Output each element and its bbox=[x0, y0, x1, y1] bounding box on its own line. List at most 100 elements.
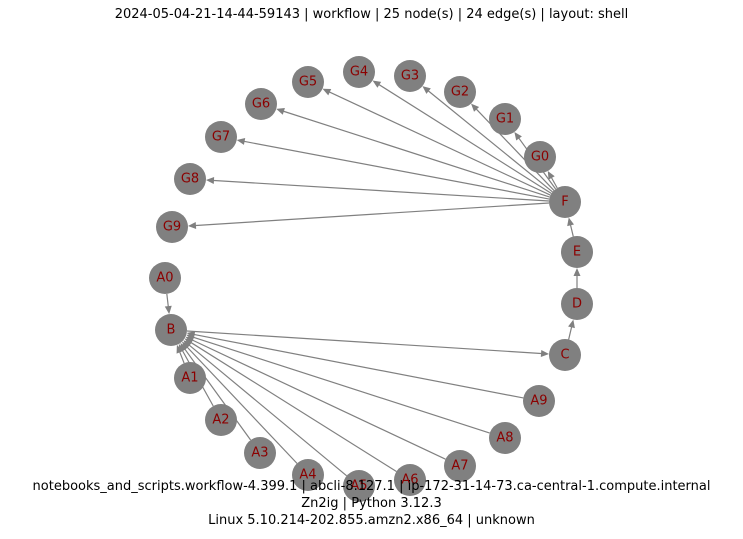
node-label-G3: G3 bbox=[401, 69, 419, 84]
node-circle-A2 bbox=[205, 404, 237, 436]
node-label-G8: G8 bbox=[181, 172, 199, 187]
node-A4: A4 bbox=[292, 459, 324, 491]
node-label-A3: A3 bbox=[251, 446, 268, 461]
node-G3: G3 bbox=[394, 60, 426, 92]
node-G8: G8 bbox=[174, 163, 206, 195]
node-label-G9: G9 bbox=[163, 220, 181, 235]
node-circle-F bbox=[549, 186, 581, 218]
node-circle-G5 bbox=[292, 66, 324, 98]
node-circle-A0 bbox=[149, 262, 181, 294]
edge-F-G6 bbox=[281, 110, 550, 198]
edge-F-G5 bbox=[327, 90, 551, 196]
edge-A9-B bbox=[192, 333, 524, 399]
arrowhead-A9-B bbox=[186, 331, 196, 338]
node-label-A1: A1 bbox=[181, 371, 198, 386]
edge-B-C bbox=[186, 330, 544, 355]
node-A7: A7 bbox=[444, 450, 476, 482]
node-circle-B bbox=[155, 314, 187, 346]
node-label-B: B bbox=[167, 323, 176, 338]
footer-line-1: notebooks_and_scripts.workflow-4.399.1 |… bbox=[32, 479, 711, 494]
node-label-G5: G5 bbox=[299, 75, 317, 90]
arrowhead-F-G0 bbox=[547, 170, 555, 180]
arrowhead-F-G8 bbox=[205, 176, 215, 184]
node-label-A4: A4 bbox=[299, 468, 316, 483]
node-G2: G2 bbox=[444, 76, 476, 108]
node-circle-G4 bbox=[343, 56, 375, 88]
edge-A6-B bbox=[189, 341, 397, 473]
node-circle-G8 bbox=[174, 163, 206, 195]
edge-A0-B bbox=[166, 293, 170, 309]
node-label-A5: A5 bbox=[350, 479, 367, 494]
node-G4: G4 bbox=[343, 56, 375, 88]
arrowhead-F-G1 bbox=[514, 131, 522, 141]
graph-title: 2024-05-04-21-14-44-59143 | workflow | 2… bbox=[114, 7, 629, 22]
node-label-F: F bbox=[561, 195, 568, 210]
edge-F-G7 bbox=[242, 140, 550, 200]
node-circle-G2 bbox=[444, 76, 476, 108]
footer-line-2: Zn2ig | Python 3.12.3 bbox=[301, 496, 442, 511]
edge-F-G2 bbox=[474, 107, 555, 191]
edge-E-F bbox=[569, 223, 574, 237]
node-circle-C bbox=[549, 339, 581, 371]
node-A9: A9 bbox=[523, 385, 555, 417]
edge-F-G9 bbox=[193, 202, 550, 227]
edge-F-G8 bbox=[211, 179, 550, 202]
node-label-E: E bbox=[573, 245, 581, 260]
node-label-A9: A9 bbox=[530, 394, 547, 409]
arrowhead-B-C bbox=[540, 349, 550, 357]
node-A1: A1 bbox=[174, 362, 206, 394]
node-C: C bbox=[549, 339, 581, 371]
node-circle-A7 bbox=[444, 450, 476, 482]
node-circle-G3 bbox=[394, 60, 426, 92]
edges-layer bbox=[164, 80, 581, 477]
node-circle-A6 bbox=[394, 464, 426, 496]
node-label-D: D bbox=[572, 297, 582, 312]
node-circle-G7 bbox=[205, 121, 237, 153]
node-label-G2: G2 bbox=[451, 85, 469, 100]
node-G6: G6 bbox=[245, 88, 277, 120]
edge-C-D bbox=[568, 325, 573, 340]
node-circle-G0 bbox=[524, 141, 556, 173]
node-circle-A5 bbox=[343, 470, 375, 502]
arrowhead-E-F bbox=[567, 217, 575, 227]
arrowhead-F-G6 bbox=[276, 108, 285, 115]
arrowhead-F-G4 bbox=[372, 80, 382, 88]
node-G7: G7 bbox=[205, 121, 237, 153]
node-circle-A4 bbox=[292, 459, 324, 491]
edge-A4-B bbox=[185, 345, 298, 464]
node-circle-A1 bbox=[174, 362, 206, 394]
edge-A7-B bbox=[190, 338, 446, 460]
node-circle-A8 bbox=[489, 422, 521, 454]
node-A2: A2 bbox=[205, 404, 237, 436]
node-E: E bbox=[561, 236, 593, 268]
arrowhead-F-G9 bbox=[187, 221, 197, 229]
node-G0: G0 bbox=[524, 141, 556, 173]
node-label-A0: A0 bbox=[156, 271, 173, 286]
edge-F-G4 bbox=[377, 83, 552, 194]
node-G9: G9 bbox=[156, 211, 188, 243]
edge-A1-B bbox=[178, 350, 185, 364]
node-label-A2: A2 bbox=[212, 413, 229, 428]
node-A8: A8 bbox=[489, 422, 521, 454]
arrowhead-F-G2 bbox=[471, 103, 480, 112]
node-label-G7: G7 bbox=[212, 130, 230, 145]
footer-line-3: Linux 5.10.214-202.855.amzn2.x86_64 | un… bbox=[208, 513, 535, 528]
arrowhead-F-G7 bbox=[236, 138, 246, 145]
node-D: D bbox=[561, 288, 593, 320]
node-F: F bbox=[549, 186, 581, 218]
node-G5: G5 bbox=[292, 66, 324, 98]
nodes-layer: A0 B A1 A2 A3 A4 A5 A6 A7 A8 A9 C D E F G0 G1 G2 G3 G4 G5 G6 G… bbox=[149, 56, 593, 502]
node-circle-G9 bbox=[156, 211, 188, 243]
node-A0: A0 bbox=[149, 262, 181, 294]
node-label-G1: G1 bbox=[496, 112, 514, 127]
node-label-A8: A8 bbox=[496, 431, 513, 446]
node-label-G6: G6 bbox=[252, 97, 270, 112]
edge-F-G0 bbox=[550, 175, 558, 189]
node-label-A7: A7 bbox=[451, 459, 468, 474]
node-circle-G6 bbox=[245, 88, 277, 120]
node-circle-E bbox=[561, 236, 593, 268]
edge-A5-B bbox=[187, 343, 348, 477]
node-A6: A6 bbox=[394, 464, 426, 496]
node-circle-A9 bbox=[523, 385, 555, 417]
